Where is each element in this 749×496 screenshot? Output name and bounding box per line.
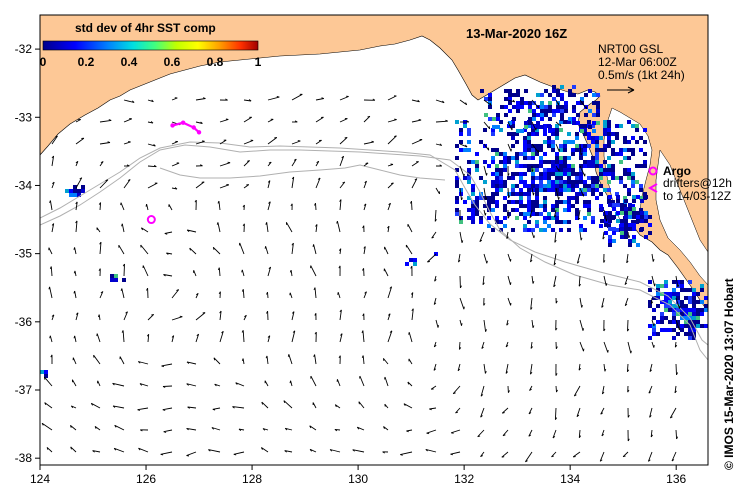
colorbar-gradient bbox=[42, 40, 259, 51]
velocity-note-line3: 0.5m/s (1kt 24h) bbox=[598, 68, 685, 82]
drifter-point bbox=[191, 125, 196, 130]
y-tick-label: -33 bbox=[15, 110, 33, 124]
colorbar-tick-label: 0 bbox=[40, 55, 47, 69]
x-tick-label: 132 bbox=[454, 472, 474, 486]
map-title: 13-Mar-2020 16Z bbox=[466, 26, 567, 41]
plot-frame bbox=[39, 14, 709, 466]
imos-credit: © IMOS 15-Mar-2020 13:07 Hobart bbox=[722, 278, 736, 470]
drifter-track bbox=[170, 120, 202, 135]
colorbar-tick-label: 0.6 bbox=[164, 55, 181, 69]
x-axis: 124 126 128 130 132 134 136 bbox=[30, 465, 687, 486]
drifter-track-line bbox=[172, 121, 200, 134]
drifter-legend-marker bbox=[647, 183, 658, 193]
y-tick-label: -38 bbox=[15, 451, 33, 465]
gulf-water-2 bbox=[655, 149, 708, 286]
y-tick-label: -35 bbox=[15, 247, 33, 261]
bathymetry-contour-3 bbox=[159, 164, 446, 181]
y-tick-label: -36 bbox=[15, 315, 33, 329]
drifter-legend-line2: to 14/03-12Z bbox=[663, 189, 731, 203]
colorbar-tick-label: 1 bbox=[255, 55, 262, 69]
y-tick-label: -32 bbox=[15, 42, 33, 56]
velocity-note-line2: 12-Mar 06:00Z bbox=[598, 55, 677, 69]
colorbar-label: std dev of 4hr SST comp bbox=[75, 21, 216, 35]
velocity-scale-arrowhead bbox=[627, 86, 635, 94]
argo-floats bbox=[146, 215, 156, 225]
argo-legend-label: Argo bbox=[663, 164, 691, 178]
y-axis: -32 -33 -34 -35 -36 -37 -38 bbox=[15, 42, 40, 465]
drifter-point bbox=[180, 120, 186, 125]
colorbar: std dev of 4hr SST comp 0 0.2 0.4 0.6 0.8 1 bbox=[40, 21, 262, 69]
colorbar-tick-label: 0.8 bbox=[207, 55, 224, 69]
argo-legend: Argo drifters@12h to 14/03-12Z bbox=[647, 164, 732, 203]
drifter-legend-line1: drifters@12h bbox=[663, 176, 732, 190]
bathymetry-contour-1 bbox=[40, 144, 708, 361]
x-tick-label: 134 bbox=[560, 472, 580, 486]
velocity-note-line1: NRT00 GSL bbox=[598, 42, 663, 56]
drifter-point bbox=[196, 130, 202, 135]
x-tick-label: 128 bbox=[242, 472, 262, 486]
colorbar-tick-label: 0.2 bbox=[78, 55, 95, 69]
velocity-scale: NRT00 GSL 12-Mar 06:00Z 0.5m/s (1kt 24h) bbox=[598, 42, 685, 94]
x-tick-label: 130 bbox=[348, 472, 368, 486]
argo-float-marker bbox=[146, 215, 156, 225]
colorbar-tick-label: 0.4 bbox=[121, 55, 138, 69]
x-tick-label: 126 bbox=[136, 472, 156, 486]
bathymetry-contour-2 bbox=[40, 141, 708, 346]
y-tick-label: -34 bbox=[15, 178, 33, 192]
x-tick-label: 124 bbox=[30, 472, 50, 486]
y-tick-label: -37 bbox=[15, 383, 33, 397]
x-tick-label: 136 bbox=[666, 472, 686, 486]
current-vectors bbox=[41, 93, 681, 463]
drifter-point bbox=[170, 123, 175, 128]
sst-patches bbox=[40, 85, 708, 378]
argo-legend-marker bbox=[648, 166, 658, 176]
